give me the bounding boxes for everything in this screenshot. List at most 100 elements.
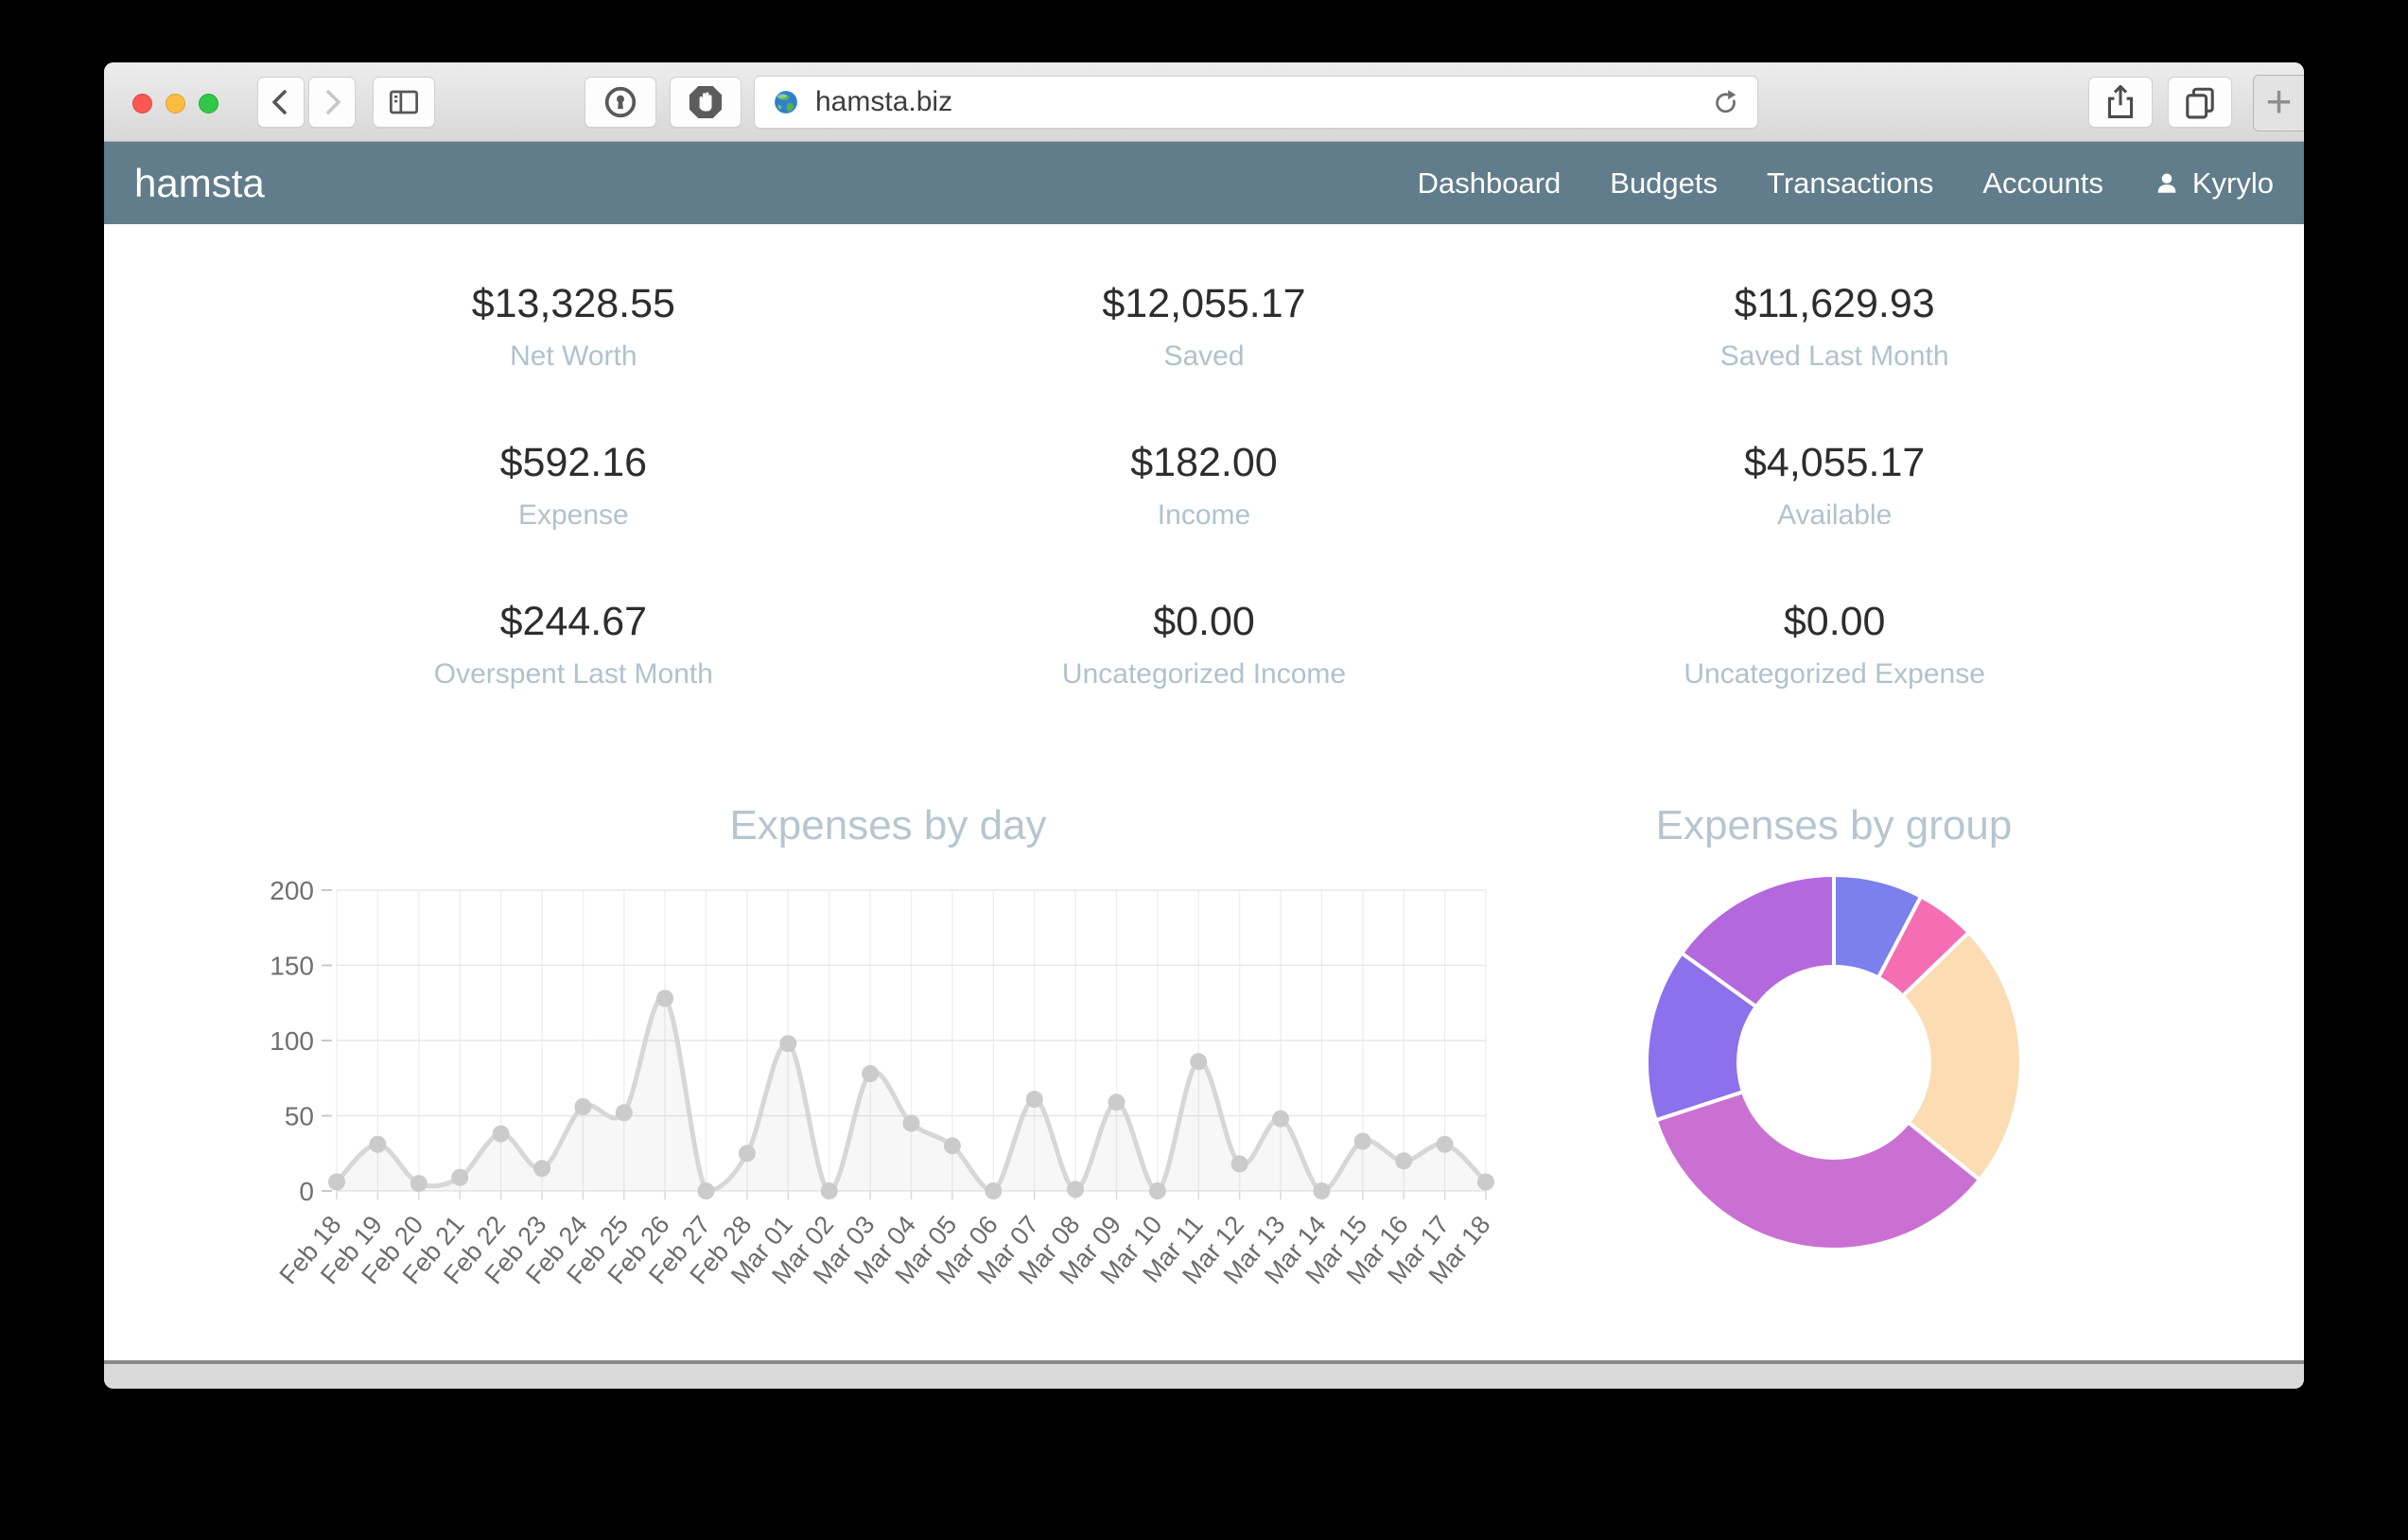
y-tick-label: 50 [285, 1102, 314, 1131]
nav-item-transactions[interactable]: Transactions [1767, 166, 1934, 200]
line-chart-point[interactable] [1477, 1173, 1494, 1191]
stat-value: $244.67 [499, 599, 648, 644]
blocker-extension-button[interactable] [670, 77, 742, 128]
line-chart-title: Expenses by day [729, 802, 1047, 849]
stat-label: Income [1157, 499, 1251, 531]
reload-icon[interactable] [1708, 85, 1742, 119]
stat-saved: $12,055.17 Saved [889, 279, 1520, 376]
new-tab-button[interactable]: + [2253, 75, 2304, 131]
stat-label: Overspent Last Month [433, 658, 713, 690]
line-chart-point[interactable] [1067, 1181, 1085, 1199]
nav-item-accounts[interactable]: Accounts [1982, 166, 2103, 200]
password-extension-button[interactable] [585, 77, 656, 128]
stat-label: Available [1777, 499, 1893, 531]
line-chart-point[interactable] [1313, 1182, 1331, 1199]
stat-value: $0.00 [1783, 599, 1886, 644]
stat-label: Uncategorized Income [1061, 658, 1347, 690]
line-chart-point[interactable] [1025, 1091, 1043, 1108]
line-chart-point[interactable] [1190, 1053, 1208, 1071]
stat-label: Net Worth [510, 341, 637, 372]
charts-row: Expenses by day 0 50 100 150 200 Feb 18 Feb 19… [258, 799, 2150, 1306]
stat-value: $182.00 [1130, 440, 1278, 485]
globe-favicon [775, 91, 797, 114]
line-chart-point[interactable] [1353, 1132, 1371, 1150]
donut-segment[interactable] [1680, 873, 1836, 1009]
line-chart-point[interactable] [410, 1175, 428, 1193]
line-chart-point[interactable] [943, 1137, 961, 1155]
browser-window: hamsta.biz + [104, 62, 2304, 1389]
line-chart-point[interactable] [902, 1114, 920, 1132]
line-chart-point[interactable] [779, 1035, 797, 1053]
line-chart-point[interactable] [1230, 1155, 1248, 1173]
stat-value: $0.00 [1153, 599, 1255, 644]
sidebar-toggle-button[interactable] [373, 77, 435, 128]
line-chart-point[interactable] [1272, 1110, 1289, 1128]
line-chart-point[interactable] [1108, 1094, 1125, 1111]
donut-segment[interactable] [1653, 1090, 1982, 1251]
line-chart-point[interactable] [985, 1182, 1003, 1199]
line-chart-point[interactable] [328, 1173, 345, 1191]
stat-uncategorized-expense: $0.00 Uncategorized Expense [1519, 597, 2150, 693]
zoom-button[interactable] [199, 94, 218, 114]
browser-toolbar: hamsta.biz + [104, 62, 2304, 142]
stat-label: Saved Last Month [1719, 341, 1949, 372]
y-tick-label: 100 [270, 1026, 314, 1056]
line-chart-point[interactable] [1148, 1182, 1166, 1199]
stat-income: $182.00 Income [889, 438, 1520, 534]
app-navbar: hamsta Dashboard Budgets Transactions Ac… [104, 142, 2304, 224]
tabs-overview-icon [2186, 87, 2214, 119]
user-name: Kyrylo [2191, 166, 2274, 200]
stats-grid: $13,328.55 Net Worth $12,055.17 Saved $1… [258, 224, 2150, 756]
line-chart-point[interactable] [492, 1125, 510, 1143]
line-chart-point[interactable] [1436, 1135, 1454, 1153]
line-chart-point[interactable] [574, 1098, 592, 1115]
stat-saved-last-month: $11,629.93 Saved Last Month [1519, 279, 2150, 376]
stat-value: $13,328.55 [471, 281, 675, 326]
stat-value: $11,629.93 [1734, 281, 1935, 326]
stat-available: $4,055.17 Available [1519, 438, 2150, 534]
stat-value: $4,055.17 [1744, 440, 1926, 485]
line-chart-point[interactable] [738, 1145, 756, 1163]
line-chart-point[interactable] [1395, 1152, 1413, 1170]
stat-overspent-last-month: $244.67 Overspent Last Month [258, 597, 889, 693]
expenses-by-group-panel: Expenses by group [1518, 799, 2150, 1306]
minimize-button[interactable] [166, 94, 185, 114]
line-chart-point[interactable] [820, 1182, 838, 1199]
brand-logo[interactable]: hamsta [134, 160, 265, 205]
y-tick-label: 200 [270, 876, 314, 905]
line-chart-point[interactable] [451, 1168, 469, 1186]
stop-hand-icon [689, 85, 723, 119]
show-all-tabs-button[interactable] [2168, 77, 2232, 128]
nav-item-dashboard[interactable]: Dashboard [1417, 166, 1562, 200]
forward-button[interactable] [308, 77, 356, 128]
line-series [334, 995, 1489, 1194]
donut-segment[interactable] [1900, 930, 2023, 1182]
nav-item-user[interactable]: Kyrylo [2153, 166, 2274, 201]
keyhole-circle-icon [604, 86, 637, 118]
url-text: hamsta.biz [815, 86, 953, 117]
sidebar-icon [389, 90, 419, 114]
line-chart-point[interactable] [369, 1135, 387, 1153]
line-chart-point[interactable] [533, 1160, 550, 1178]
y-tick-label: 150 [270, 952, 314, 981]
line-chart-point[interactable] [615, 1104, 633, 1122]
line-chart-point[interactable] [656, 989, 674, 1007]
close-button[interactable] [132, 94, 152, 114]
chevron-right-icon [326, 90, 340, 114]
line-area-fill [337, 997, 1486, 1191]
chevron-left-icon [272, 90, 287, 114]
stat-expense: $592.16 Expense [258, 438, 889, 534]
dashboard-content: $13,328.55 Net Worth $12,055.17 Saved $1… [104, 224, 2304, 1360]
nav-item-budgets[interactable]: Budgets [1610, 166, 1719, 200]
stat-label: Uncategorized Expense [1684, 658, 1985, 690]
line-chart-point[interactable] [697, 1182, 715, 1199]
line-chart-point[interactable] [862, 1065, 880, 1082]
nav-links: Dashboard Budgets Transactions Accounts … [1369, 166, 2274, 201]
window-bottom-bar [104, 1360, 2304, 1389]
share-button[interactable] [2088, 77, 2153, 128]
back-button[interactable] [257, 77, 305, 128]
donut-chart[interactable] [1635, 864, 2033, 1261]
address-bar[interactable]: hamsta.biz [754, 76, 1758, 129]
